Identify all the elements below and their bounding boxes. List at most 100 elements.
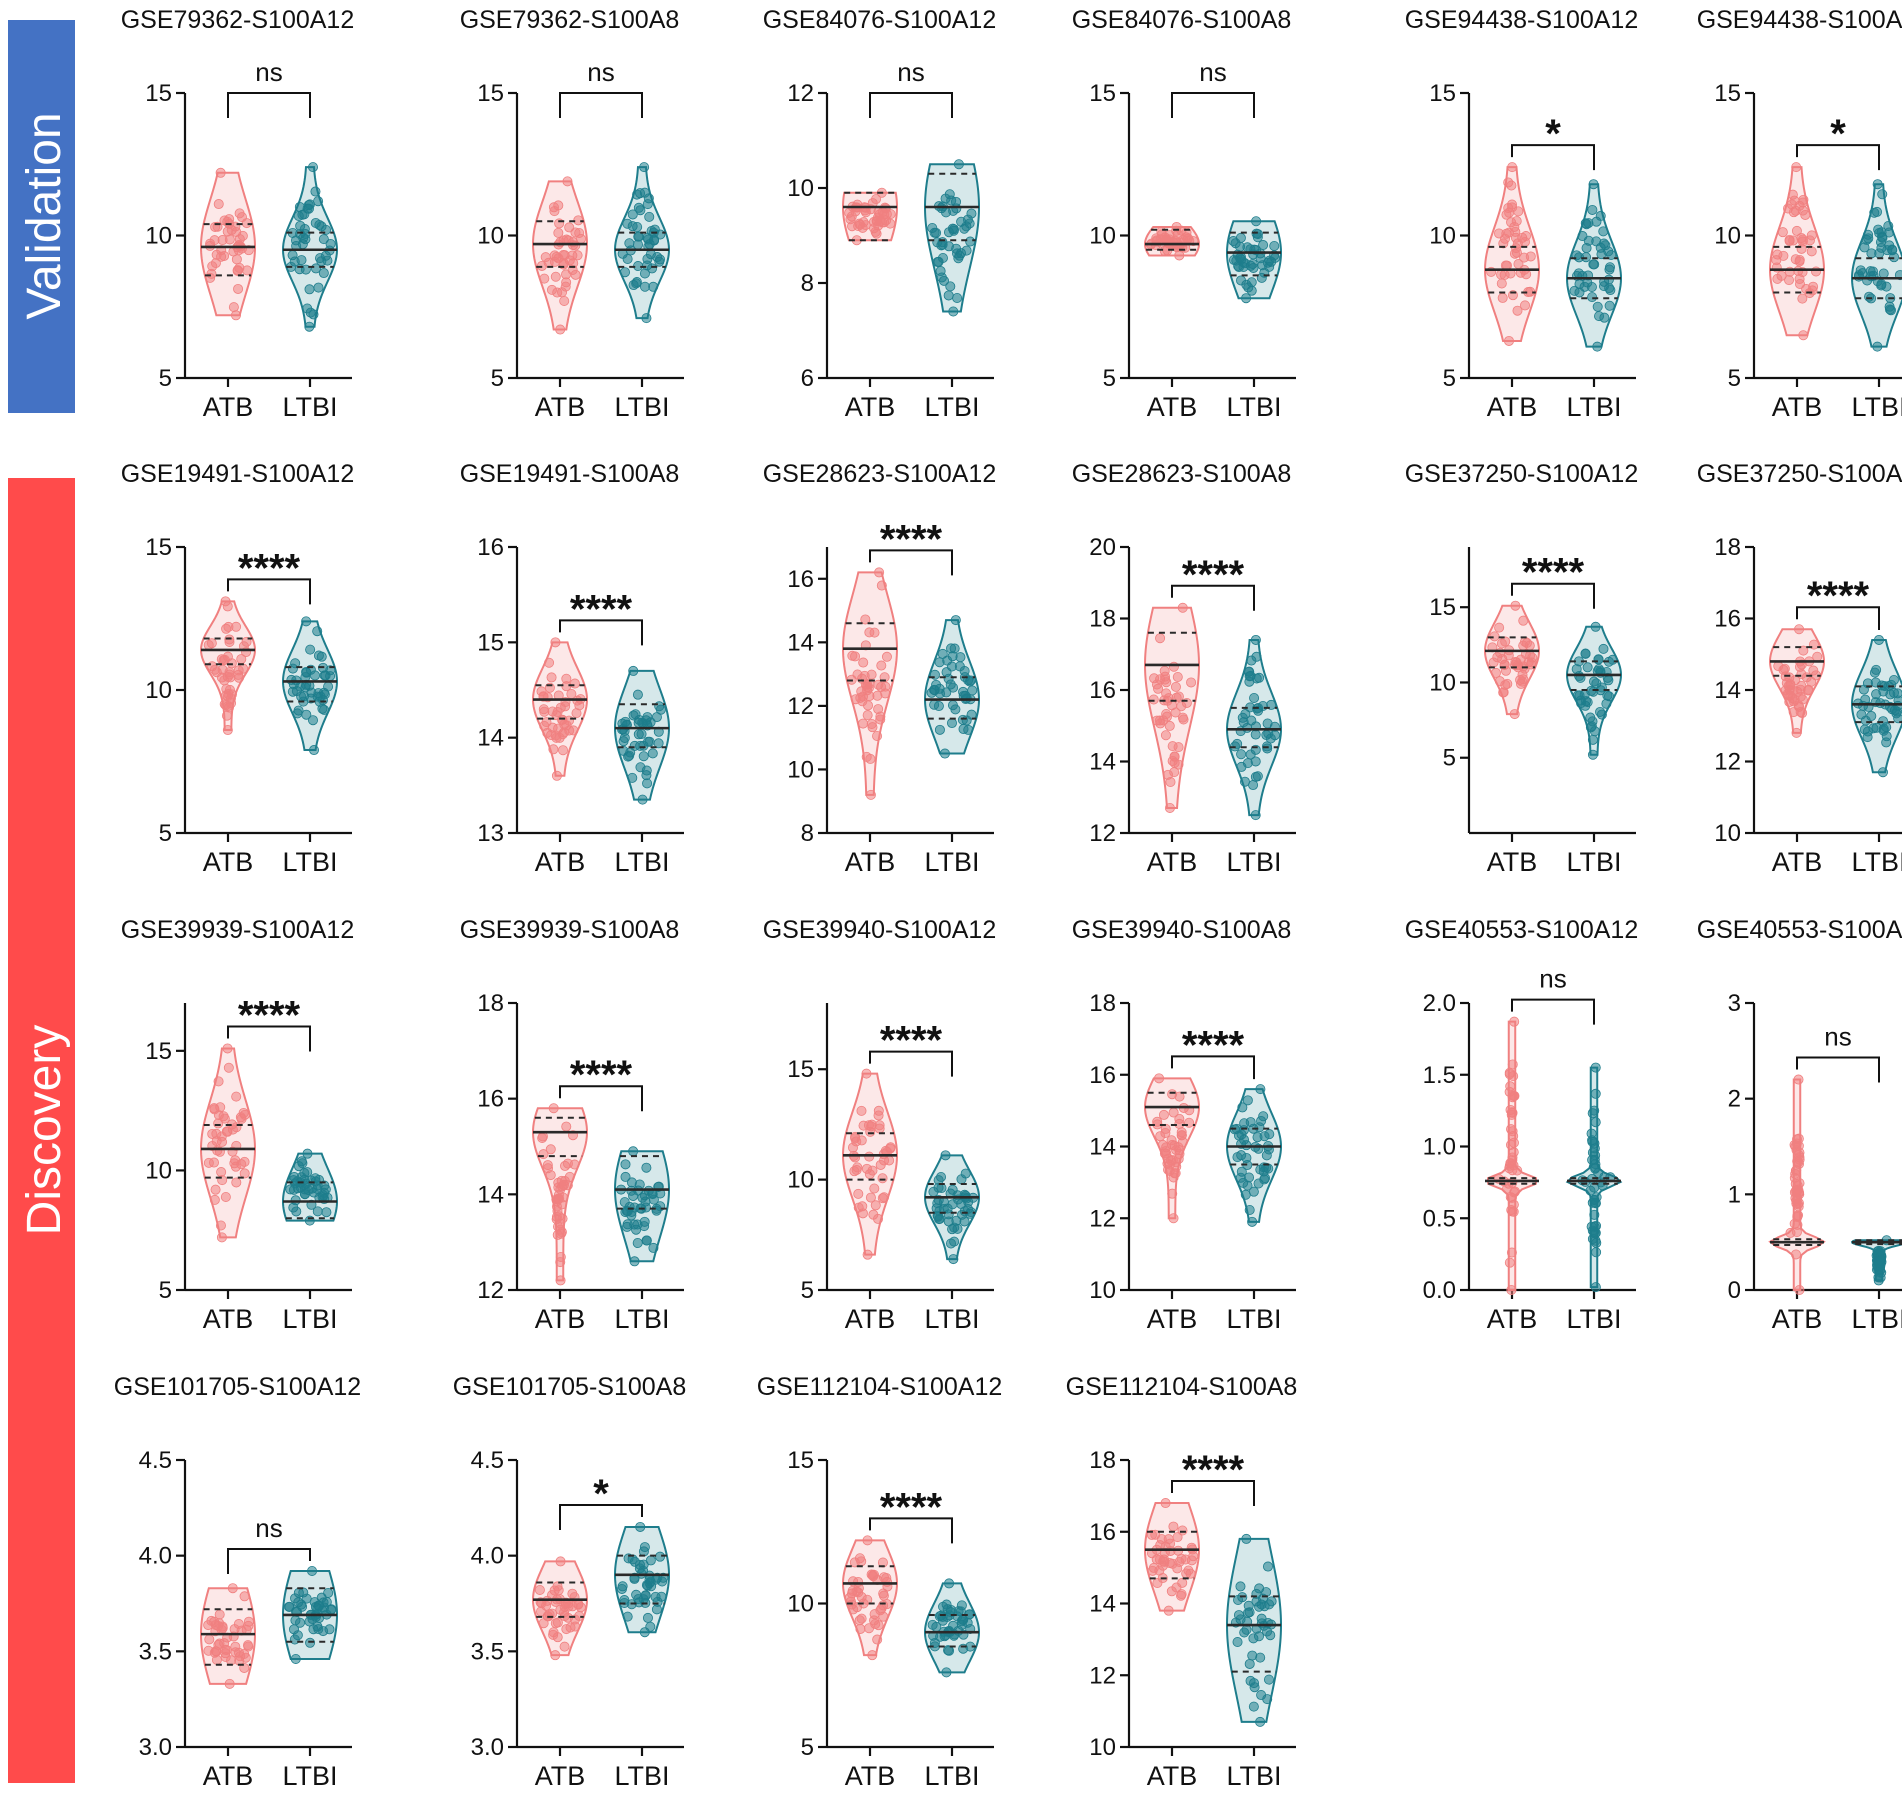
data-point	[231, 1177, 242, 1188]
chart-panel: GSE37250-S100A12 5 10 15 ATB LTBI ****	[1405, 460, 1639, 877]
data-point	[1793, 1074, 1804, 1085]
data-point	[1872, 206, 1883, 217]
data-point	[290, 1653, 301, 1664]
x-category-label: ATB	[1772, 847, 1823, 877]
significance-label: *	[1545, 112, 1561, 156]
data-point	[635, 205, 646, 216]
data-point	[1154, 1073, 1165, 1084]
data-point	[858, 657, 869, 668]
significance-bracket	[559, 1085, 643, 1112]
y-tick-label: 4.5	[471, 1447, 504, 1474]
data-point	[638, 1546, 649, 1557]
y-tick-label: 13	[477, 820, 504, 847]
significance-label: ****	[1182, 1448, 1245, 1492]
data-point	[325, 238, 336, 249]
data-point	[1794, 624, 1805, 635]
data-point	[569, 678, 580, 689]
data-point	[323, 1587, 334, 1598]
data-point	[1238, 717, 1249, 728]
data-point	[1891, 708, 1902, 719]
significance-label: ns	[1539, 964, 1566, 994]
data-point	[629, 1256, 640, 1267]
data-point	[1505, 1104, 1516, 1115]
data-point	[293, 1161, 304, 1172]
data-point	[555, 1556, 566, 1567]
chart-title: GSE79362-S100A8	[460, 6, 680, 34]
data-point	[553, 253, 564, 264]
data-point	[639, 162, 650, 173]
data-point	[223, 621, 234, 632]
data-point	[1791, 727, 1802, 738]
significance-bracket	[1171, 92, 1255, 118]
data-point	[1797, 205, 1808, 216]
data-point	[1510, 600, 1521, 611]
data-point	[959, 1216, 970, 1227]
data-point	[1590, 1088, 1601, 1099]
data-point	[572, 250, 583, 261]
data-point	[644, 736, 655, 747]
y-tick-label: 14	[1089, 1591, 1116, 1618]
data-point	[632, 1237, 643, 1248]
significance-bracket	[1796, 1056, 1880, 1083]
x-category-label: ATB	[1487, 392, 1538, 422]
data-point	[1881, 722, 1892, 733]
chart-title: GSE112104-S100A8	[1066, 1373, 1298, 1401]
data-point	[305, 644, 316, 655]
data-point	[627, 209, 638, 220]
x-category-label: ATB	[535, 1304, 586, 1334]
y-tick-label: 15	[477, 629, 504, 656]
data-point	[231, 1091, 242, 1102]
section-band-discovery	[8, 478, 75, 1783]
data-point	[1590, 1282, 1601, 1293]
data-point	[1866, 711, 1877, 722]
data-point	[1792, 1134, 1803, 1145]
data-point	[961, 245, 972, 256]
data-point	[1872, 341, 1883, 352]
significance-label: ****	[1807, 574, 1870, 618]
data-point	[958, 1643, 969, 1654]
data-point	[302, 1148, 313, 1159]
data-point	[550, 1650, 561, 1661]
data-point	[1796, 243, 1807, 254]
data-point	[1585, 712, 1596, 723]
data-point	[288, 1184, 299, 1195]
significance-label: ****	[880, 517, 943, 561]
data-point	[647, 748, 658, 759]
y-tick-label: 12	[1089, 1205, 1116, 1232]
data-point	[1520, 300, 1531, 311]
data-point	[1251, 216, 1262, 227]
data-point	[1581, 252, 1592, 263]
data-point	[1772, 249, 1783, 260]
chart-panel: GSE101705-S100A12 3.0 3.5 4.0 4.5 ATB LTBI ns	[114, 1373, 361, 1791]
data-point	[870, 226, 881, 237]
data-point	[1247, 1216, 1258, 1227]
data-point	[308, 715, 319, 726]
data-point	[1494, 676, 1505, 687]
x-category-label: ATB	[1147, 392, 1198, 422]
data-point	[573, 1599, 584, 1610]
data-point	[852, 1162, 863, 1173]
data-point	[927, 1619, 938, 1630]
data-point	[1158, 1556, 1169, 1567]
data-point	[1577, 231, 1588, 242]
y-tick-label: 1	[1728, 1181, 1741, 1208]
x-category-label: LTBI	[614, 392, 669, 422]
data-point	[946, 661, 957, 672]
data-point	[642, 1612, 653, 1623]
data-point	[1587, 749, 1598, 760]
data-point	[558, 745, 569, 756]
data-point	[850, 1131, 861, 1142]
chart-panel: GSE19491-S100A8 13 14 15 16 ATB LTBI ****	[460, 460, 684, 877]
chart-title: GSE28623-S100A8	[1072, 460, 1292, 488]
data-point	[954, 250, 965, 261]
data-point	[855, 1623, 866, 1634]
data-point	[1589, 676, 1600, 687]
x-category-label: LTBI	[1851, 1304, 1902, 1334]
data-point	[226, 689, 237, 700]
data-point	[1168, 1107, 1179, 1118]
data-point	[1579, 689, 1590, 700]
data-point	[945, 281, 956, 292]
data-point	[856, 1105, 867, 1116]
data-point	[1797, 694, 1808, 705]
data-point	[1512, 660, 1523, 671]
